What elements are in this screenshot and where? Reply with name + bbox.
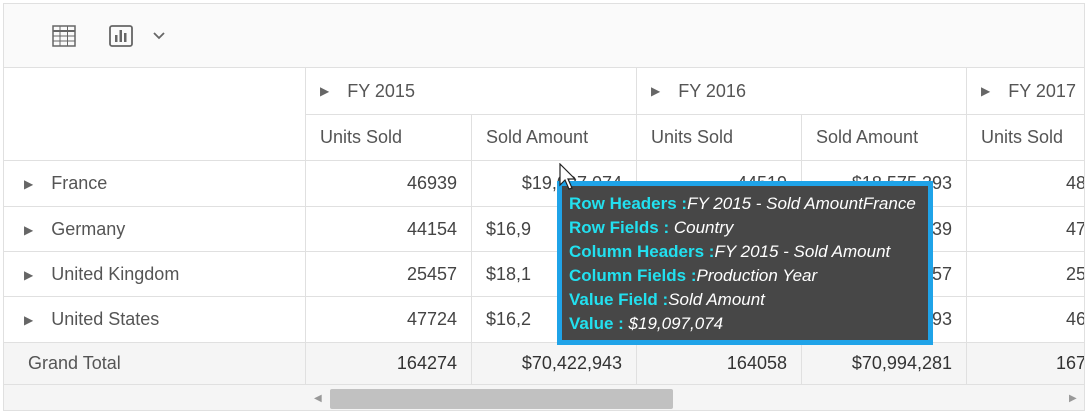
horizontal-scrollbar[interactable]: ◀ ▶ xyxy=(4,384,1084,410)
column-header-fy2017[interactable]: ▶ FY 2017 xyxy=(967,68,1084,114)
measure-header[interactable]: Sold Amount xyxy=(816,126,919,147)
country-label: United Kingdom xyxy=(51,264,180,284)
year-label: FY 2016 xyxy=(678,80,746,101)
grand-total-cell[interactable]: 164058 xyxy=(637,343,801,384)
grand-total-cell[interactable]: 167 xyxy=(967,343,1084,384)
grid-line xyxy=(4,296,1084,297)
column-header-fy2015[interactable]: ▶ FY 2015 xyxy=(306,68,636,114)
expand-icon[interactable]: ▶ xyxy=(24,222,34,237)
grid-line xyxy=(966,68,967,384)
tooltip-column-headers: Column Headers :FY 2015 - Sold Amount xyxy=(569,242,891,261)
mouse-cursor-icon xyxy=(559,162,579,191)
value-cell[interactable]: 25457 xyxy=(406,264,457,284)
measure-header[interactable]: Units Sold xyxy=(651,126,734,147)
value-cell[interactable]: 47 xyxy=(1065,219,1085,239)
chevron-down-icon[interactable] xyxy=(149,24,169,48)
grand-total-cell[interactable]: $70,422,943 xyxy=(472,343,636,384)
expand-icon[interactable]: ▶ xyxy=(24,312,34,327)
grid-line xyxy=(4,206,1084,207)
cell-tooltip: Row Headers :FY 2015 - Sold AmountFrance… xyxy=(557,181,933,345)
grand-total-cell[interactable]: 164274 xyxy=(306,343,471,384)
corner-cell xyxy=(4,68,305,160)
year-label: FY 2017 xyxy=(1008,80,1076,101)
expand-icon[interactable]: ▶ xyxy=(320,84,330,98)
value-cell[interactable]: 46939 xyxy=(406,173,457,193)
tooltip-value: Value : $19,097,074 xyxy=(569,314,724,333)
grid-line xyxy=(4,342,1084,343)
table-grid-icon[interactable] xyxy=(51,24,77,48)
grand-total-cell[interactable]: $70,994,281 xyxy=(802,343,966,384)
expand-icon[interactable]: ▶ xyxy=(651,84,661,98)
bar-chart-icon[interactable] xyxy=(108,24,134,48)
grid-line xyxy=(305,68,306,384)
value-cell[interactable]: 93 xyxy=(931,309,952,329)
grand-total-label: Grand Total xyxy=(4,343,305,384)
scroll-right-icon[interactable]: ▶ xyxy=(1069,393,1077,404)
value-cell[interactable]: 39 xyxy=(931,219,952,239)
tooltip-row-fields: Row Fields : Country xyxy=(569,218,734,237)
scrollbar-thumb[interactable] xyxy=(330,389,673,409)
year-label: FY 2015 xyxy=(347,80,415,101)
value-cell[interactable]: $16,9 xyxy=(486,219,532,239)
measure-header[interactable]: Sold Amount xyxy=(486,126,589,147)
row-header-united-kingdom[interactable]: ▶ United Kingdom xyxy=(4,252,305,297)
row-header-germany[interactable]: ▶ Germany xyxy=(4,207,305,252)
row-header-united-states[interactable]: ▶ United States xyxy=(4,297,305,342)
tooltip-row-headers: Row Headers :FY 2015 - Sold AmountFrance xyxy=(569,194,916,213)
country-label: Germany xyxy=(51,219,126,239)
grid-line xyxy=(471,114,472,384)
pivot-toolbar xyxy=(4,4,1084,68)
tooltip-column-fields: Column Fields :Production Year xyxy=(569,266,818,285)
country-label: France xyxy=(51,173,108,193)
scroll-left-icon[interactable]: ◀ xyxy=(314,393,322,404)
expand-icon[interactable]: ▶ xyxy=(981,84,991,98)
measure-header[interactable]: Units Sold xyxy=(320,126,403,147)
value-cell[interactable]: 48 xyxy=(1065,173,1085,193)
value-cell[interactable]: 46 xyxy=(1065,309,1085,329)
measure-header[interactable]: Units Sold xyxy=(981,126,1064,147)
expand-icon[interactable]: ▶ xyxy=(24,176,34,191)
value-cell[interactable]: $16,2 xyxy=(486,309,532,329)
value-cell[interactable]: 47724 xyxy=(406,309,457,329)
scrollbar-spacer xyxy=(4,385,305,410)
value-cell[interactable]: $18,1 xyxy=(486,264,532,284)
row-header-france[interactable]: ▶ France xyxy=(4,161,305,206)
grid-line xyxy=(4,160,1084,161)
expand-icon[interactable]: ▶ xyxy=(24,267,34,282)
value-cell[interactable]: 25 xyxy=(1065,264,1085,284)
column-header-fy2016[interactable]: ▶ FY 2016 xyxy=(637,68,967,114)
grid-line xyxy=(4,251,1084,252)
grid-line xyxy=(305,114,1084,115)
country-label: United States xyxy=(51,309,160,329)
value-cell[interactable]: 57 xyxy=(931,264,952,284)
value-cell[interactable]: 44154 xyxy=(406,219,457,239)
tooltip-value-field: Value Field :Sold Amount xyxy=(569,290,765,309)
